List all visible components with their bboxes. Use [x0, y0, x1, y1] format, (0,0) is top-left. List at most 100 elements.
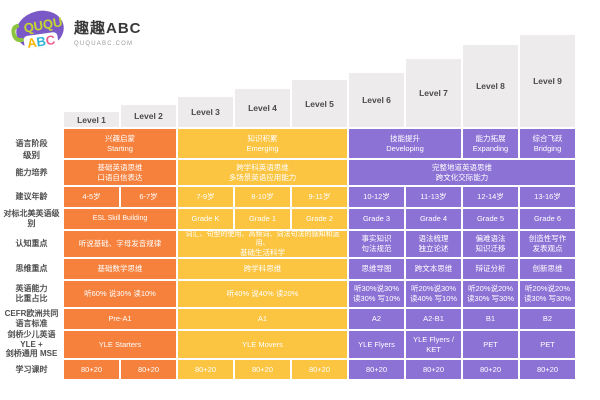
table-cell: ESL Skill Building	[64, 209, 176, 229]
table-cell: 兴趣启蒙 Starting	[64, 129, 176, 158]
table-cell: 80+20	[64, 360, 119, 379]
cell-text-line: 辩证分析	[475, 264, 506, 274]
ququabc-logo-icon: QUQU ABC	[10, 8, 66, 56]
brand-name: 趣趣ABC	[74, 20, 142, 37]
cell-text-line: 读30% 写10%	[352, 294, 401, 303]
level-header-label: Level 9	[533, 76, 562, 86]
cell-text-line: 词汇、句型的使用、高频词、词法句法的感知和运用、	[185, 231, 340, 248]
cell-text-line: Grade K	[191, 214, 220, 224]
table-cell: 能力拓展 Expanding	[463, 129, 518, 158]
cell-text-line: 听20%说20%	[524, 284, 571, 294]
cell-text-line: 80+20	[422, 364, 445, 374]
cell-text-line: Grade 6	[533, 214, 562, 224]
table-cell: 技能提升 Developing	[349, 129, 461, 158]
table-cell: 6-7岁	[121, 187, 176, 207]
svg-text:QUQU: QUQU	[23, 14, 64, 36]
cell-text-line: 6-7岁	[139, 192, 158, 202]
row-label-line: 比重占比	[15, 294, 48, 303]
cell-text-line: 句法规范	[361, 244, 392, 253]
row-cells: 基础数学思维 跨学科思维 思维导图 跨文本思维 辩证分析 创新思维	[64, 259, 575, 279]
cell-text-line: Grade 2	[305, 214, 334, 224]
cell-text-line: 创造性写作	[528, 234, 567, 244]
table-cell: A2-B1	[406, 309, 461, 329]
svg-text:ABC: ABC	[26, 32, 57, 51]
table-cell: 7-9岁	[178, 187, 233, 207]
cell-text-line: 80+20	[251, 364, 274, 374]
level-header-4: Level 4	[235, 89, 290, 127]
cell-text-line: 知识迁移	[475, 244, 506, 253]
cell-text-line: Grade 3	[362, 214, 391, 224]
row-cells: 听说基础、字母发音规律 词汇、句型的使用、高频词、词法句法的感知和运用、 基础生活科…	[64, 231, 575, 257]
table-cell: Grade 4	[406, 209, 461, 229]
cell-text-line: YLE Starters	[98, 339, 142, 349]
cell-text-line: 80+20	[536, 364, 559, 374]
cell-text-line: 偏难语法	[475, 234, 506, 244]
level-header-label: Level 2	[134, 111, 163, 121]
cell-text-line: 读30% 写30%	[523, 294, 572, 303]
cell-text-line: 80+20	[137, 364, 160, 374]
table-cell: 创造性写作 发表观点	[520, 231, 575, 257]
row-label-line: 语言阶段	[15, 138, 48, 148]
cell-text-line: 9-11岁	[308, 192, 331, 202]
table-cell: Grade 3	[349, 209, 404, 229]
table-row: 对标北美英语级别 ESL Skill Building Grade K Grade 1…	[0, 209, 576, 229]
curriculum-level-table: 级别 Level 1 Level 2 Level 3 Level 4 Level 5 Le…	[0, 35, 576, 381]
table-cell: PET	[463, 331, 518, 358]
cell-text-line: 听20%说20%	[467, 284, 514, 294]
table-cell: 完整地道英语思维 跨文化交际能力	[349, 160, 575, 185]
table-cell: 听20%说20% 读30% 写30%	[520, 281, 575, 307]
table-row: 英语能力 比重占比 听60% 说30% 读10% 听40% 说40% 读20% 听30%…	[0, 281, 576, 307]
table-row: 建议年龄 4-5岁 6-7岁 7-9岁 8-10岁 9-11岁 10-12岁 11-13岁 12…	[0, 187, 576, 207]
table-cell: 跨文本思维	[406, 259, 461, 279]
level-header-3: Level 3	[178, 97, 233, 127]
cell-text-line: A2	[371, 314, 382, 324]
table-cell: 基础英语思维 口语自信表达	[64, 160, 176, 185]
table-cell: 10-12岁	[349, 187, 404, 207]
table-cell: 80+20	[178, 360, 233, 379]
row-label-line: 思维重点	[15, 264, 48, 274]
cell-text-line: 听20%说30%	[410, 284, 457, 294]
cell-text-line: YLE Flyers	[358, 339, 395, 349]
table-cell: 80+20	[121, 360, 176, 379]
level-header-7: Level 7	[406, 59, 461, 127]
level-header-9: Level 9	[520, 35, 575, 127]
table-rows: 语言阶段 兴趣启蒙 Starting 知识积累 Emerging 技能提升 Developi…	[0, 129, 576, 379]
row-label: 思维重点	[0, 259, 63, 279]
table-cell: 80+20	[235, 360, 290, 379]
cell-text-line: 80+20	[80, 364, 103, 374]
row-cells: 4-5岁 6-7岁 7-9岁 8-10岁 9-11岁 10-12岁 11-13岁 12-14岁…	[64, 187, 575, 207]
table-cell: B1	[463, 309, 518, 329]
table-cell: Grade 2	[292, 209, 347, 229]
cell-text-line: 基础英语思维	[97, 162, 143, 172]
table-cell: A1	[178, 309, 347, 329]
row-cells: 听60% 说30% 读10% 听40% 说40% 读20% 听30%说30% 读30%…	[64, 281, 575, 307]
level-header-label: Level 8	[476, 81, 505, 91]
table-cell: 听30%说30% 读30% 写10%	[349, 281, 404, 307]
cell-text-line: 兴趣启蒙	[105, 133, 135, 143]
table-cell: YLE Movers	[178, 331, 347, 358]
cell-text-line: 语法梳理	[418, 234, 449, 244]
cell-text-line: 13-16岁	[534, 192, 561, 202]
table-row: 认知重点 听说基础、字母发音规律 词汇、句型的使用、高频词、词法句法的感知和运用、基…	[0, 231, 576, 257]
cell-text-line: 12-14岁	[477, 192, 504, 202]
header-row-label: 级别	[22, 149, 40, 160]
table-row: 语言阶段 兴趣启蒙 Starting 知识积累 Emerging 技能提升 Developi…	[0, 129, 576, 158]
cell-text-line: A1	[257, 314, 268, 324]
cell-text-line: 知识积累	[247, 133, 278, 143]
cell-text-line: 创新思维	[532, 264, 563, 274]
row-cells: 80+20 80+20 80+20 80+20 80+20 80+20 80+20 80+20…	[64, 360, 575, 379]
table-cell: 基础数学思维	[64, 259, 176, 279]
row-label: 对标北美英语级别	[0, 209, 63, 229]
row-label: 语言阶段	[0, 129, 63, 158]
table-cell: 11-13岁	[406, 187, 461, 207]
cell-text-line: 80+20	[479, 364, 502, 374]
table-cell: 跨学科思维	[178, 259, 347, 279]
row-label-line: 英语能力	[15, 284, 48, 294]
cell-text-line: 思维导图	[361, 264, 392, 274]
table-row: CEFR欧洲共同 语言标准 Pre-A1 A1 A2 A2-B1 B1 B2	[0, 309, 576, 329]
table-row: 剑桥少儿英语YLE + 剑桥通用 MSE YLE Starters YLE Mover…	[0, 330, 576, 358]
cell-text-line: 听40% 说40% 读20%	[226, 289, 299, 299]
level-header-6: Level 6	[349, 73, 404, 127]
table-row: 能力培养 基础英语思维 口语自信表达 跨学科英语思维 多场景英语应用能力 完整地道英语思维…	[0, 160, 576, 185]
brand-url: QUQUABC.COM	[74, 41, 134, 47]
